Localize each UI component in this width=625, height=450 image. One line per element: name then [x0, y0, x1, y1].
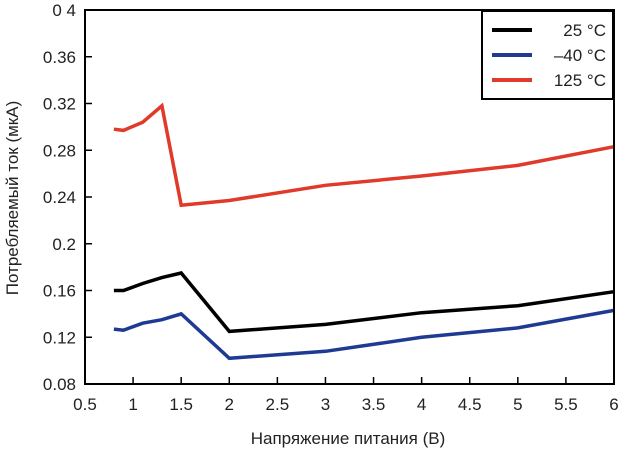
x-tick-label: 3.5 [362, 395, 386, 414]
legend-label-minus40c: –40 °C [554, 46, 606, 65]
x-tick-label: 2.5 [266, 395, 290, 414]
y-axis-ticks: 0.08 0.12 0.16 0.2 0.24 0.28 0.32 0.36 0 4 [43, 1, 92, 394]
y-tick-label: 0.16 [43, 282, 76, 301]
y-tick-label: 0 4 [52, 1, 76, 20]
series-line-minus40c [113, 308, 615, 361]
x-tick-label: 3 [321, 395, 330, 414]
y-tick-label: 0.08 [43, 375, 76, 394]
legend: 25 °C –40 °C 125 °C [481, 10, 614, 100]
plot-area-frame [84, 9, 615, 385]
x-axis-title: Напряжение питания (В) [251, 429, 446, 448]
series-line-25c [113, 271, 615, 334]
y-axis-title: Потребляемый ток (мкА) [3, 101, 22, 295]
x-tick-label: 4.5 [458, 395, 482, 414]
legend-label-25c: 25 °C [563, 21, 606, 40]
y-tick-label: 0.28 [43, 141, 76, 160]
y-tick-label: 0.2 [52, 235, 76, 254]
x-tick-label: 5 [513, 395, 522, 414]
x-tick-label: 5.5 [554, 395, 578, 414]
y-tick-label: 0.32 [43, 95, 76, 114]
legend-label-125c: 125 °C [554, 71, 606, 90]
x-tick-label: 0.5 [73, 395, 97, 414]
series-line-125c [113, 102, 615, 208]
x-tick-label: 1 [128, 395, 137, 414]
x-tick-label: 6 [609, 395, 618, 414]
series-lines [113, 102, 615, 361]
x-tick-label: 2 [225, 395, 234, 414]
y-tick-label: 0.12 [43, 328, 76, 347]
x-tick-label: 1.5 [169, 395, 193, 414]
x-tick-label: 4 [417, 395, 426, 414]
x-axis-ticks: 0.5 1 1.5 2 2.5 3 3.5 4 4.5 5 5.5 6 [73, 377, 619, 414]
y-tick-label: 0.36 [43, 48, 76, 67]
y-tick-label: 0.24 [43, 188, 76, 207]
